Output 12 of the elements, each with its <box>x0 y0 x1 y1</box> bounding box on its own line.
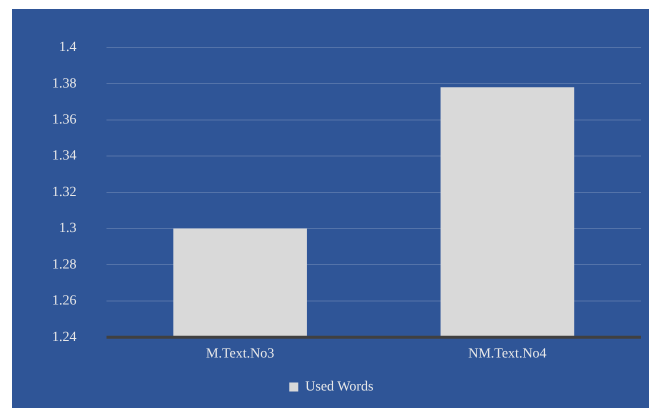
y-tick-label: 1.34 <box>52 148 76 164</box>
y-tick-label: 1.3 <box>59 221 76 236</box>
y-tick-label: 1.4 <box>59 40 76 56</box>
y-tick-label: 1.26 <box>52 294 76 309</box>
y-tick-label: 1.36 <box>52 112 76 128</box>
y-tick-label: 1.32 <box>52 184 76 200</box>
x-tick-label: NM.Text.No4 <box>468 346 547 362</box>
legend-label: Used Words <box>305 380 374 395</box>
y-tick-label: 1.28 <box>52 257 76 272</box>
y-tick-label: 1.24 <box>52 330 76 345</box>
x-tick-label: M.Text.No3 <box>206 346 274 362</box>
y-tick-label: 1.38 <box>52 76 76 92</box>
